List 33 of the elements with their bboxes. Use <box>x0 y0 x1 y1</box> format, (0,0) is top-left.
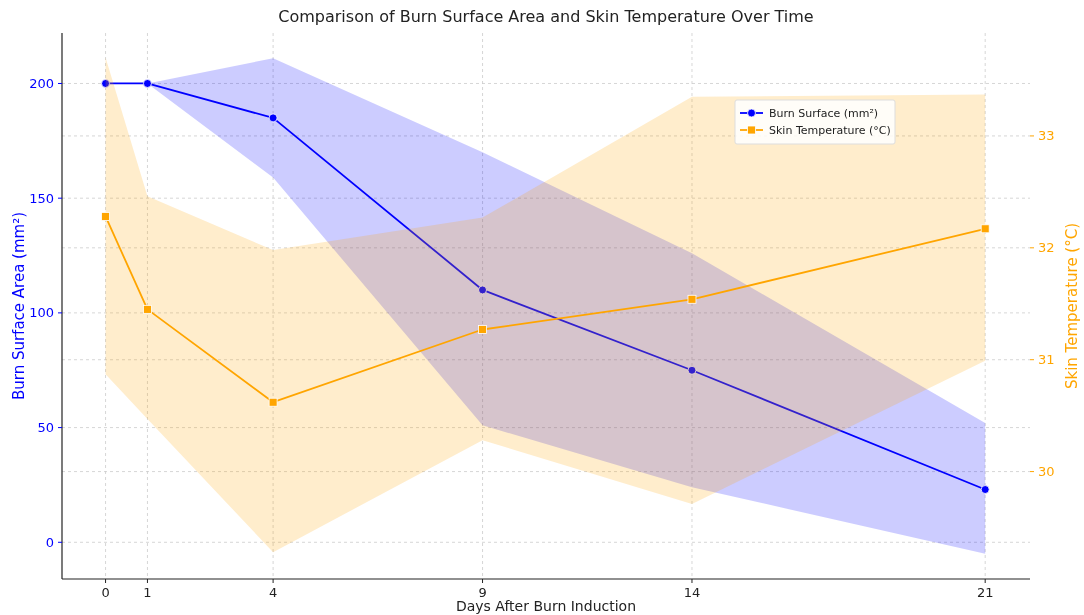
point <box>101 212 110 221</box>
chart-title: Comparison of Burn Surface Area and Skin Temperature Over Time <box>278 7 814 26</box>
y2-tick-label: 33 <box>1038 128 1055 144</box>
x-tick-label: 0 <box>101 585 110 600</box>
x-tick-label: 21 <box>976 585 994 600</box>
x-tick-label: 9 <box>478 585 487 600</box>
y2-tick-label: 31 <box>1038 352 1055 368</box>
y2-tick-label: 32 <box>1038 240 1055 256</box>
y-axis-title: Burn Surface Area (mm²) <box>10 211 28 401</box>
y2-axis-title: Skin Temperature (°C) <box>1063 222 1081 390</box>
y-tick-label: 150 <box>29 190 54 206</box>
point <box>478 285 487 295</box>
y-tick-label: 50 <box>37 420 54 436</box>
x-axis-title: Days After Burn Induction <box>455 598 637 614</box>
point <box>268 397 278 407</box>
point <box>980 224 990 234</box>
point <box>143 79 152 88</box>
point <box>143 304 152 314</box>
y-tick-label: 0 <box>45 534 54 550</box>
y-tick-label: 200 <box>29 76 54 92</box>
point <box>101 79 110 88</box>
point <box>980 485 990 494</box>
legend-label: Burn Surface (mm²) <box>769 106 879 120</box>
point <box>268 113 278 123</box>
x-tick-label: 14 <box>683 585 701 600</box>
x-tick-label: 4 <box>268 585 278 600</box>
legend-label: Skin Temperature (°C) <box>769 123 891 137</box>
point <box>478 325 487 334</box>
point <box>687 294 697 304</box>
point <box>687 365 697 375</box>
x-tick-label: 1 <box>143 585 152 600</box>
y2-tick-label: 30 <box>1038 464 1055 480</box>
y-tick-label: 100 <box>29 305 54 321</box>
